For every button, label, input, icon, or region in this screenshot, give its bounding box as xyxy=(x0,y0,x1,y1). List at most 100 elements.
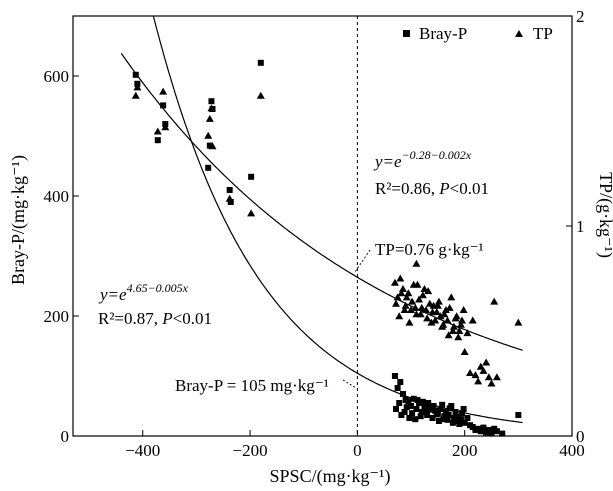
bray-p-point xyxy=(205,164,212,171)
bray-p-point xyxy=(437,406,444,412)
tp-point xyxy=(479,366,488,374)
x-tick-label: −400 xyxy=(125,441,160,460)
tp-point xyxy=(471,371,480,379)
bray-p-point xyxy=(394,385,401,391)
tp-point xyxy=(205,114,214,122)
x-tick-label: −200 xyxy=(233,441,268,460)
bray-r2: R²=0.87, xyxy=(98,309,162,328)
tp-point xyxy=(390,278,399,286)
bray-p-point xyxy=(477,428,484,435)
y-left-tick-label: 400 xyxy=(44,187,70,206)
tp-point xyxy=(413,280,422,288)
y-left-tick-label: 0 xyxy=(61,427,70,446)
bray-p-fit-curve xyxy=(152,16,523,424)
tp-point xyxy=(402,293,411,301)
bray-p-label: P xyxy=(161,309,172,328)
tp-reference-pointer xyxy=(354,249,371,273)
y-right-tick-label: 2 xyxy=(576,7,585,26)
tp-point xyxy=(454,333,463,341)
y-right-axis-title: TP/(g·kg⁻¹) xyxy=(595,172,613,258)
legend-label-bray-p: Bray-P xyxy=(419,24,467,43)
tp-stats: R²=0.86, P<0.01 xyxy=(375,179,489,198)
bray-p-point xyxy=(401,409,408,415)
tp-point xyxy=(161,123,170,131)
bray-reference-pointer xyxy=(342,379,357,389)
tp-point xyxy=(398,285,407,292)
tp-point xyxy=(466,369,475,376)
tp-point xyxy=(444,331,453,339)
tp-p-value: <0.01 xyxy=(450,179,489,198)
bray-p-point xyxy=(257,59,264,66)
bray-p-point xyxy=(430,403,437,409)
tp-point xyxy=(432,308,441,316)
tp-point xyxy=(458,316,467,324)
bray-p-point xyxy=(409,410,416,417)
bray-p-point xyxy=(423,407,430,414)
y-left-tick-label: 600 xyxy=(44,67,70,86)
tp-point xyxy=(443,316,452,324)
bray-p-point xyxy=(398,412,405,418)
bray-p-value: <0.01 xyxy=(173,309,212,328)
tp-point xyxy=(396,274,405,282)
bray-p-point xyxy=(499,430,506,437)
bray-p-point xyxy=(391,373,398,379)
tp-point xyxy=(459,306,468,313)
tp-point xyxy=(415,295,424,303)
tp-point xyxy=(440,310,449,318)
tp-point xyxy=(153,127,162,135)
bray-p-point xyxy=(446,405,453,412)
tp-point xyxy=(397,289,406,297)
tp-point xyxy=(131,91,140,99)
bray-reference-label: Bray-P = 105 mg·kg⁻¹ xyxy=(175,376,329,395)
tp-point xyxy=(393,293,402,301)
tp-point xyxy=(514,318,523,326)
bray-p-point xyxy=(414,397,421,403)
bray-p-point xyxy=(480,424,487,431)
fit-curves xyxy=(120,16,523,424)
bray-p-point xyxy=(457,416,464,423)
bray-p-point xyxy=(429,415,436,421)
bray-p-point xyxy=(435,418,442,424)
tp-point xyxy=(460,348,469,355)
bray-stats: R²=0.87, P<0.01 xyxy=(98,309,212,328)
data-points xyxy=(131,59,523,437)
plot-frame xyxy=(72,15,573,437)
tp-point xyxy=(456,320,465,328)
bray-p-point xyxy=(132,71,139,78)
x-tick-label: 200 xyxy=(452,441,478,460)
bray-p-point xyxy=(428,406,435,413)
bray-p-point xyxy=(248,173,255,180)
tp-point xyxy=(401,301,410,309)
legend-label-tp: TP xyxy=(533,24,553,43)
bray-eq-exponent: 4.65−0.005x xyxy=(127,281,189,295)
bray-p-point xyxy=(413,406,420,412)
bray-p-point xyxy=(208,98,215,105)
tp-point xyxy=(392,299,401,307)
x-tick-label: 400 xyxy=(559,441,585,460)
bray-p-point xyxy=(456,421,463,427)
legend: Bray-P TP xyxy=(403,24,553,43)
bray-p-point xyxy=(421,403,428,409)
tp-point xyxy=(423,314,432,322)
tp-point xyxy=(416,310,425,318)
tp-point xyxy=(208,142,217,150)
tp-point xyxy=(159,87,168,95)
bray-p-point xyxy=(160,102,167,109)
tp-point xyxy=(448,327,457,334)
bray-p-point xyxy=(206,142,213,149)
bray-p-point xyxy=(417,413,424,420)
bray-p-point xyxy=(444,416,451,423)
tp-point xyxy=(411,303,420,311)
bray-p-point xyxy=(406,415,413,421)
bray-p-point xyxy=(154,137,161,144)
tp-point xyxy=(424,287,433,295)
bray-equation: y=e4.65−0.005x xyxy=(98,281,189,304)
tp-point xyxy=(463,329,472,337)
bray-p-point xyxy=(459,410,466,417)
bray-p-point xyxy=(449,419,456,426)
tp-fit-curve xyxy=(120,53,523,351)
tp-point xyxy=(412,259,421,267)
tp-point xyxy=(468,316,477,324)
bray-p-point xyxy=(464,415,471,421)
bray-p-point xyxy=(396,400,403,406)
